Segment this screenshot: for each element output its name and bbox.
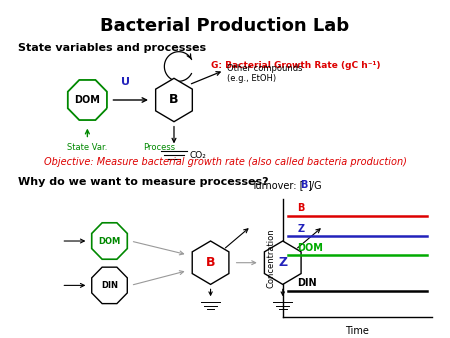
Text: B: B	[169, 94, 179, 106]
Text: B: B	[300, 180, 307, 190]
Text: G: Bacterial Growth Rate (gC h⁻¹): G: Bacterial Growth Rate (gC h⁻¹)	[211, 61, 380, 70]
Text: Objective: Measure bacterial growth rate (also called bacteria production): Objective: Measure bacterial growth rate…	[44, 157, 406, 167]
Polygon shape	[192, 241, 229, 284]
Text: Z: Z	[297, 223, 304, 234]
Text: Concentration: Concentration	[267, 228, 276, 288]
Polygon shape	[68, 80, 107, 120]
Text: DOM: DOM	[99, 237, 121, 245]
Text: Z: Z	[278, 256, 287, 269]
Text: Bacterial Production Lab: Bacterial Production Lab	[100, 17, 350, 35]
Text: Time: Time	[346, 326, 369, 336]
Text: DIN: DIN	[101, 281, 118, 290]
Text: ]/G: ]/G	[307, 180, 321, 190]
Text: U: U	[122, 77, 130, 87]
Text: Process: Process	[144, 143, 176, 152]
Polygon shape	[92, 223, 127, 259]
Text: DOM: DOM	[297, 243, 323, 252]
Text: State Var.: State Var.	[67, 143, 108, 152]
Text: B: B	[206, 256, 215, 269]
Polygon shape	[265, 241, 301, 284]
Text: DIN: DIN	[297, 278, 317, 288]
Text: Turnover: [: Turnover: [	[251, 180, 303, 190]
Polygon shape	[156, 78, 192, 122]
Text: CO₂: CO₂	[189, 151, 206, 160]
Polygon shape	[92, 267, 127, 304]
Text: B: B	[297, 203, 305, 213]
Text: State variables and processes: State variables and processes	[18, 43, 206, 53]
Text: Why do we want to measure processes?: Why do we want to measure processes?	[18, 177, 269, 187]
Text: Other compounds
(e.g., EtOH): Other compounds (e.g., EtOH)	[227, 64, 302, 83]
Text: DOM: DOM	[74, 95, 100, 105]
